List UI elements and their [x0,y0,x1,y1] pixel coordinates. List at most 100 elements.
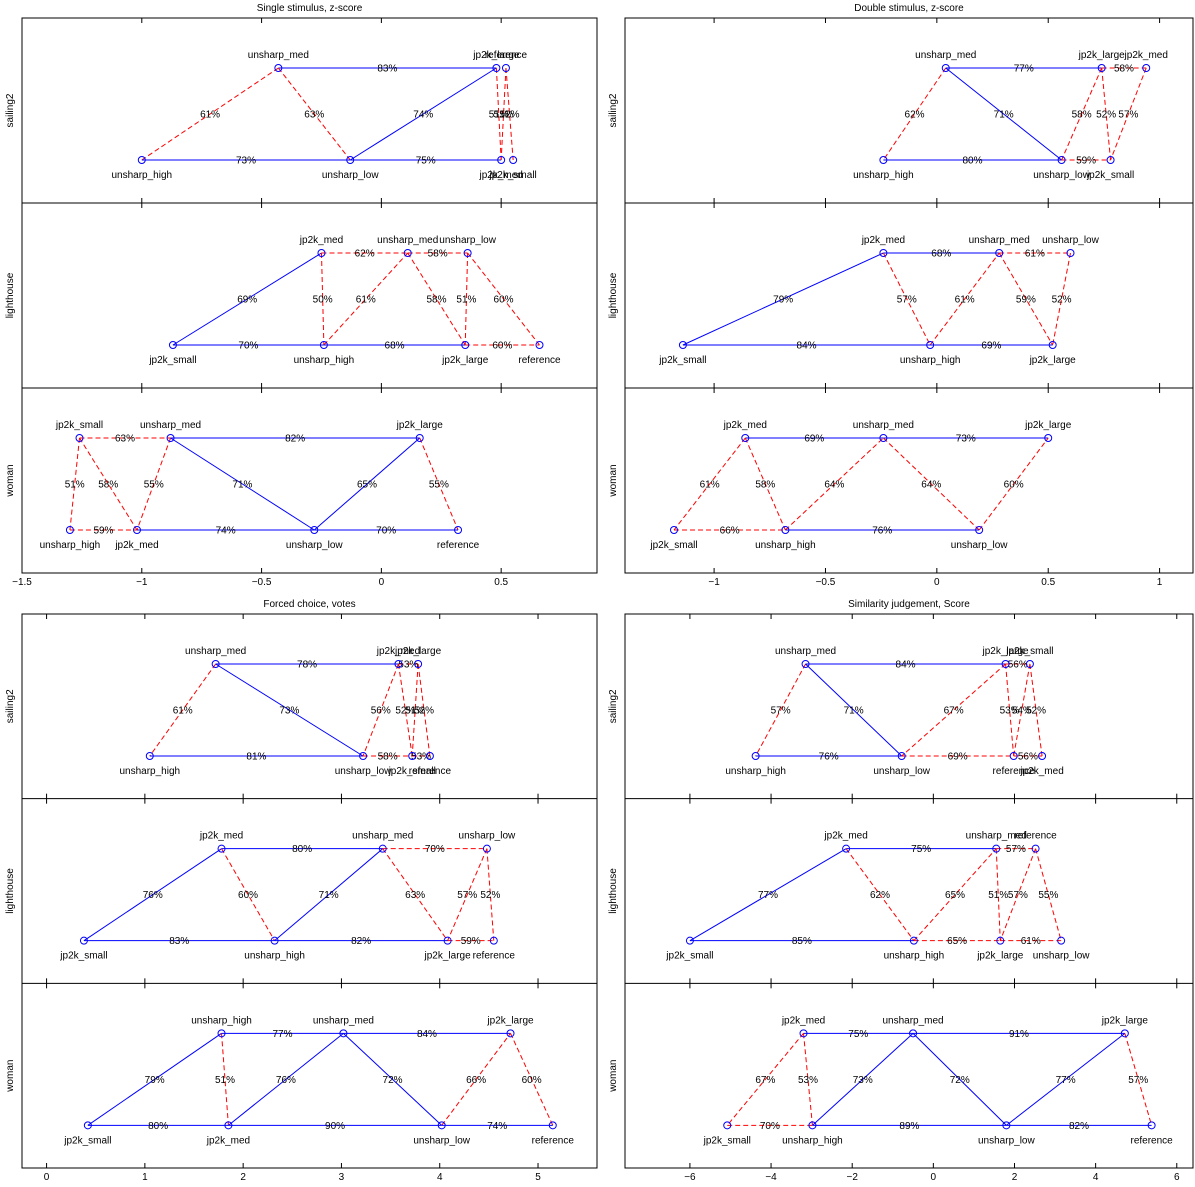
node-label: reference [1130,1135,1173,1146]
node-marker [137,156,146,164]
x-tick-label: −0.5 [816,577,836,588]
axes-frame [624,17,1194,574]
comparison-edge [486,848,495,941]
x-tick-label: −1 [136,577,148,588]
edge-percent-label: 56% [371,706,391,717]
edge-percent-label: 71% [319,890,339,901]
comparison-edge [505,67,514,161]
comparison-edge [999,848,1037,941]
comparison-edge [785,437,884,531]
edge-percent-label: 55% [144,480,164,491]
node-marker [842,844,851,853]
edge-percent-label: 66% [466,1075,486,1086]
node-marker [506,1029,515,1038]
edge-percent-label: 62% [870,890,890,901]
node-marker [879,156,888,164]
edge-percent-label: 51% [215,1075,235,1086]
edge-percent-label: 78% [297,660,317,671]
comparison-edge [901,663,1006,757]
panel-ylabel: lighthouse [5,272,16,318]
node-label: jp2k_large [394,646,442,657]
edge-percent-label: 74% [413,110,433,121]
edge-percent-label: 70% [425,844,445,855]
edge-percent-label: 61% [700,480,720,491]
node-label: jp2k_large [441,355,489,366]
node-label: unsharp_med [140,420,201,431]
node-label: unsharp_high [111,170,172,181]
edge-percent-label: 77% [1056,1075,1076,1086]
node-marker [897,752,906,760]
node-label: jp2k_med [1019,766,1063,777]
comparison-edge [495,67,502,161]
node-label: jp2k_small [649,540,697,551]
edge-percent-label: 77% [1014,64,1034,75]
node-label: unsharp_low [873,766,930,777]
edge-percent-label: 65% [947,936,967,947]
edge-percent-label: 75% [416,156,436,167]
node-marker [339,1029,348,1038]
comparison-edge [79,437,138,531]
edge-percent-label: 58% [1072,110,1092,121]
x-tick-label: 0.5 [494,577,508,588]
node-marker [723,1121,732,1130]
node-label: unsharp_med [853,420,914,431]
x-tick-label: 4 [437,1172,443,1183]
node-marker [801,660,810,668]
node-marker [168,341,177,349]
edge-percent-label: 61% [356,295,376,306]
node-label: reference [1014,831,1057,842]
node-label: unsharp_low [459,831,516,842]
node-marker [1038,752,1047,760]
panel-ylabel: sailing2 [5,689,16,723]
edge-percent-label: 52% [480,890,500,901]
edge-percent-label: 72% [383,1075,403,1086]
comparison-edge [978,437,1049,531]
node-marker [463,249,472,257]
node-label: jp2k_med [723,420,767,431]
comparison-edge [87,1032,222,1126]
edge-percent-label: 60% [238,890,258,901]
edge-percent-label: 60% [494,295,514,306]
node-label: unsharp_high [294,355,355,366]
edge-percent-label: 71% [994,110,1014,121]
node-marker [678,341,687,349]
node-label: jp2k_small [1005,646,1053,657]
node-marker [941,64,950,72]
edge-percent-label: 84% [896,660,916,671]
node-marker [751,752,760,760]
comparison-edge [277,67,351,161]
node-label: jp2k_small [148,355,196,366]
node-label: unsharp_low [1033,951,1090,962]
comparison-edge [323,252,409,346]
node-label: jp2k_med [114,540,158,551]
x-tick-label: 2 [1012,1172,1018,1183]
edge-percent-label: 58% [1114,64,1134,75]
edge-percent-label: 51% [489,110,509,121]
node-marker [1066,249,1075,257]
comparison-edge [149,663,217,757]
axes-frame [624,613,1194,1169]
x-tick-label: 0.5 [1041,577,1055,588]
node-label: unsharp_med [969,235,1030,246]
node-label: unsharp_low [335,766,392,777]
edge-percent-label: 62% [355,249,375,260]
comparison-edge [673,437,746,531]
node-label: jp2k_large [1029,355,1077,366]
node-label: unsharp_med [377,235,438,246]
edge-percent-label: 53% [411,752,431,763]
node-marker [509,156,518,164]
comparison-edge [913,848,997,942]
edge-percent-label: 82% [1069,1121,1089,1132]
x-tick-label: 2 [240,1172,246,1183]
comparison-edge [136,437,172,531]
comparison-edge [726,1033,804,1126]
node-marker [211,660,220,668]
edge-percent-label: 53% [398,660,418,671]
edge-percent-label: 84% [797,341,817,352]
node-marker [270,936,279,945]
edge-percent-label: 74% [216,526,236,537]
node-label: unsharp_med [185,646,246,657]
node-label: unsharp_low [951,540,1008,551]
node-marker [879,434,888,442]
x-tick-label: −1.5 [12,577,32,588]
